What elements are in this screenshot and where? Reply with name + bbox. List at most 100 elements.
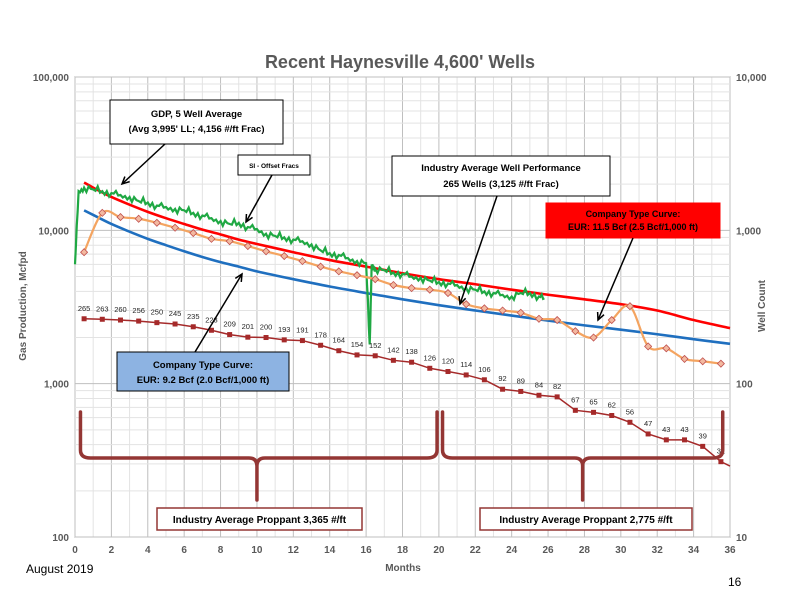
well-count-point	[81, 316, 87, 322]
x-tick-label: 28	[579, 545, 591, 556]
well-count-point	[99, 316, 105, 322]
well-count-label: 154	[351, 340, 364, 349]
well-count-label: 250	[151, 308, 164, 317]
callout-type-curve-11-5-arrow	[597, 237, 634, 321]
callout-proppant-left-box	[156, 507, 363, 531]
industry-average-marker	[207, 234, 216, 243]
callout-proppant-right-text: Industry Average Proppant 2,775 #/ft	[499, 515, 673, 526]
callout-proppant-left-text: Industry Average Proppant 3,365 #/ft	[173, 515, 347, 526]
callout-industry-average-box	[391, 155, 611, 197]
well-count-point	[136, 318, 142, 324]
y2-tick-label: 10	[736, 533, 748, 544]
industry-average-marker	[371, 275, 380, 284]
type-curve-9-2-bcf-line	[83, 209, 731, 346]
industry-average-marker	[98, 208, 107, 217]
industry-average-marker	[334, 267, 343, 276]
well-count-label: 201	[242, 322, 255, 331]
well-count-point	[245, 334, 251, 340]
x-tick-label: 34	[688, 545, 700, 556]
callout-gdp-average-arrowhead	[120, 176, 130, 186]
well-count-label: 178	[314, 330, 327, 339]
y2-tick-label: 100	[736, 380, 753, 391]
industry-average-marker	[316, 262, 325, 271]
well-count-label: 39	[699, 431, 707, 440]
callout-industry-average: Industry Average Well Performance 265 Wel…	[391, 155, 611, 306]
well-count-label: 43	[662, 425, 670, 434]
industry-average-marker	[407, 284, 416, 293]
well-count-point	[372, 353, 378, 359]
industry-average-marker	[625, 302, 634, 311]
well-count-label: 191	[296, 326, 309, 335]
well-count-label: 67	[571, 395, 579, 404]
industry-average-marker	[280, 251, 289, 261]
well-count-label: 120	[442, 357, 455, 366]
well-count-label: 43	[680, 425, 688, 434]
well-count-point	[572, 407, 578, 413]
y2-tick-label: 10,000	[736, 73, 767, 84]
well-count-point	[172, 321, 178, 327]
y-axis-title: Gas Production, Mcfpd	[18, 251, 29, 360]
y-tick-label: 10,000	[38, 226, 69, 237]
well-count-label: 260	[114, 305, 127, 314]
well-count-point	[281, 337, 287, 343]
y-tick-label: 1,000	[44, 380, 69, 391]
well-count-point	[627, 419, 633, 425]
industry-average-marker	[534, 314, 544, 323]
industry-average-marker	[134, 214, 143, 223]
well-count-point	[409, 359, 415, 365]
well-count-label: 126	[424, 353, 437, 362]
callout-type-curve-11-5-arrowhead	[596, 311, 605, 322]
well-count-label: 47	[644, 419, 652, 428]
industry-average-marker	[516, 308, 525, 317]
well-count-label: 65	[589, 397, 597, 406]
x-tick-label: 2	[109, 545, 115, 556]
well-count-point	[500, 386, 506, 392]
well-count-point	[463, 372, 469, 378]
well-count-point	[154, 320, 160, 326]
y2-tick-label: 1,000	[736, 226, 761, 237]
industry-average-marker	[443, 288, 453, 298]
callout-gdp-average-arrow	[121, 143, 166, 185]
well-count-point	[700, 443, 706, 449]
industry-average-marker	[116, 213, 125, 222]
footer-date: August 2019	[26, 562, 94, 576]
callout-gdp-average-text: (Avg 3,995' LL; 4,156 #/ft Frac)	[128, 124, 264, 135]
well-count-label: 164	[333, 336, 346, 345]
well-count-label: 114	[460, 360, 472, 369]
industry-average-marker	[152, 218, 161, 227]
gdp-5-well-average-line	[73, 183, 545, 345]
industry-average-marker	[171, 223, 180, 232]
callouts: GDP, 5 Well Average (Avg 3,995' LL; 4,156…	[109, 99, 721, 531]
well-count-label: 256	[132, 306, 145, 315]
industry-average-marker	[480, 304, 489, 313]
well-count-point	[299, 338, 305, 344]
axis-ticks: 0 2 4 6 8 10 12 14 16 18 20 22 24 26 28 30 32 34 361001,00…	[33, 73, 767, 556]
callout-si-offset-fracs-text: SI - Offset Fracs	[249, 163, 299, 170]
callout-si-offset-fracs-arrowhead	[245, 213, 253, 224]
industry-average-marker	[498, 306, 507, 315]
well-count-point	[336, 348, 342, 354]
well-count-point	[117, 317, 123, 323]
x-tick-label: 14	[324, 545, 336, 556]
well-count-point	[718, 459, 724, 465]
well-count-point	[481, 377, 487, 383]
x-tick-label: 20	[433, 545, 445, 556]
x-tick-label: 18	[397, 545, 409, 556]
callout-gdp-average-text: GDP, 5 Well Average	[151, 109, 242, 120]
industry-average-marker	[243, 241, 252, 251]
well-count-label: 106	[478, 365, 491, 374]
brace-path	[78, 410, 439, 502]
well-count-label: 152	[369, 341, 382, 350]
callout-type-curve-9-2-box	[116, 351, 290, 392]
well-count-label: 209	[223, 320, 236, 329]
callout-type-curve-11-5-text: EUR: 11.5 Bcf (2.5 Bcf/1,000 ft)	[568, 222, 698, 232]
proppant-brace-right	[440, 410, 725, 502]
callout-type-curve-9-2: Company Type Curve: EUR: 9.2 Bcf (2.0 Bcf…	[116, 272, 290, 392]
x-tick-label: 32	[652, 545, 664, 556]
well-count-point	[591, 409, 597, 415]
well-count-label: 92	[498, 374, 506, 383]
well-count-point	[190, 324, 196, 330]
well-count-label: 245	[169, 309, 182, 318]
callout-type-curve-9-2-arrowhead	[234, 272, 243, 283]
well-count-point	[390, 357, 396, 363]
